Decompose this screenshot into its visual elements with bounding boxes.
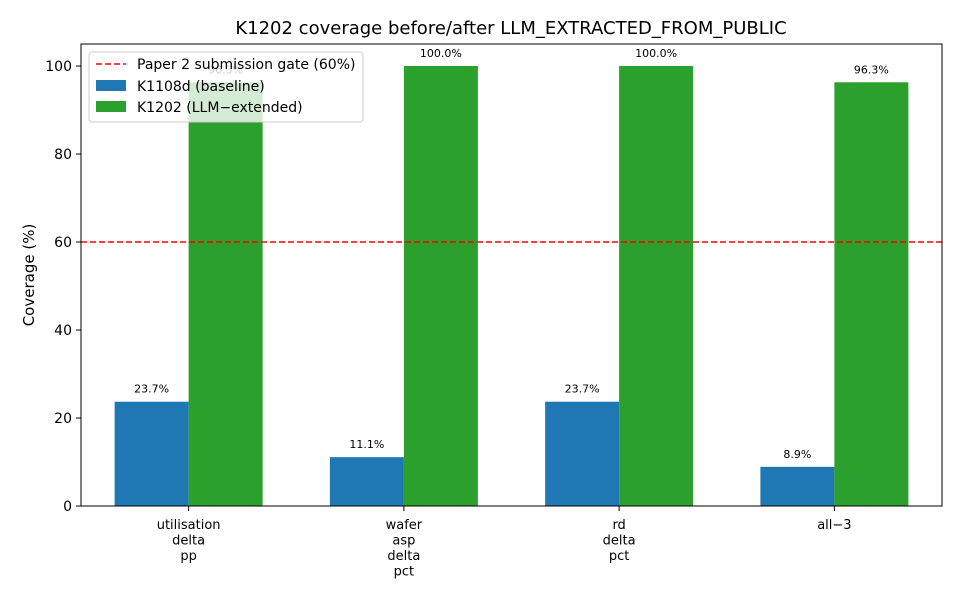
bar-extended-2 — [619, 66, 694, 506]
x-tick-label-line: pct — [609, 549, 630, 564]
bars-layer: 23.7%96.3%11.1%100.0%23.7%100.0%8.9%96.3… — [114, 47, 909, 506]
plot-frame — [80, 43, 943, 507]
bar-baseline-3 — [760, 466, 835, 506]
bar-baseline-2 — [545, 401, 620, 506]
y-tick-label-100: 100 — [45, 59, 72, 75]
x-tick-label-0: utilisation delta pp — [157, 518, 221, 564]
data-label-extended-3: 96.3% — [854, 63, 889, 76]
y-tick-label-80: 80 — [54, 147, 72, 163]
legend-label-0: K1108d (baseline) — [137, 79, 265, 95]
x-tick-label-line: pct — [394, 565, 415, 580]
x-tick-label-line: pp — [180, 549, 197, 564]
legend-swatch-1 — [96, 101, 126, 112]
data-label-baseline-3: 8.9% — [783, 448, 811, 461]
legend: Paper 2 submission gate (60%) K1108d (bas… — [88, 51, 364, 123]
data-label-extended-2: 100.0% — [635, 47, 677, 60]
bar-baseline-1 — [329, 457, 404, 506]
bar-baseline-0 — [114, 401, 189, 506]
y-tick-label-60: 60 — [54, 235, 72, 251]
legend-label-1: K1202 (LLM−extended) — [137, 100, 303, 116]
chart-title: K1202 coverage before/after LLM_EXTRACTE… — [235, 18, 786, 39]
bar-extended-3 — [834, 82, 909, 506]
x-tick-label-line: delta — [387, 549, 420, 564]
legend-swatch-0 — [96, 80, 126, 91]
y-tick-label-20: 20 — [54, 411, 72, 427]
x-tick-label-line: delta — [172, 534, 205, 549]
x-tick-label-line: utilisation — [157, 518, 221, 533]
x-tick-label-line: rd — [612, 518, 625, 533]
bar-extended-0 — [188, 82, 263, 506]
data-label-extended-1: 100.0% — [420, 47, 462, 60]
x-tick-label-3: all−3 — [817, 518, 851, 533]
x-tick-label-line: all−3 — [817, 518, 851, 533]
x-tick-label-line: wafer — [386, 518, 423, 533]
legend-box — [88, 51, 364, 123]
y-tick-label-0: 0 — [63, 499, 72, 515]
y-tick-label-40: 40 — [54, 323, 72, 339]
x-tick-label-line: delta — [603, 534, 636, 549]
x-tick-label-line: asp — [392, 534, 415, 549]
data-label-baseline-0: 23.7% — [134, 383, 169, 396]
y-axis-label: Coverage (%) — [20, 224, 38, 327]
data-label-baseline-2: 23.7% — [565, 383, 600, 396]
bar-extended-1 — [403, 66, 478, 506]
legend-label-reference: Paper 2 submission gate (60%) — [137, 57, 355, 73]
data-label-baseline-1: 11.1% — [349, 438, 384, 451]
x-tick-label-1: wafer asp delta pct — [386, 518, 423, 580]
x-tick-label-2: rd delta pct — [603, 518, 636, 564]
